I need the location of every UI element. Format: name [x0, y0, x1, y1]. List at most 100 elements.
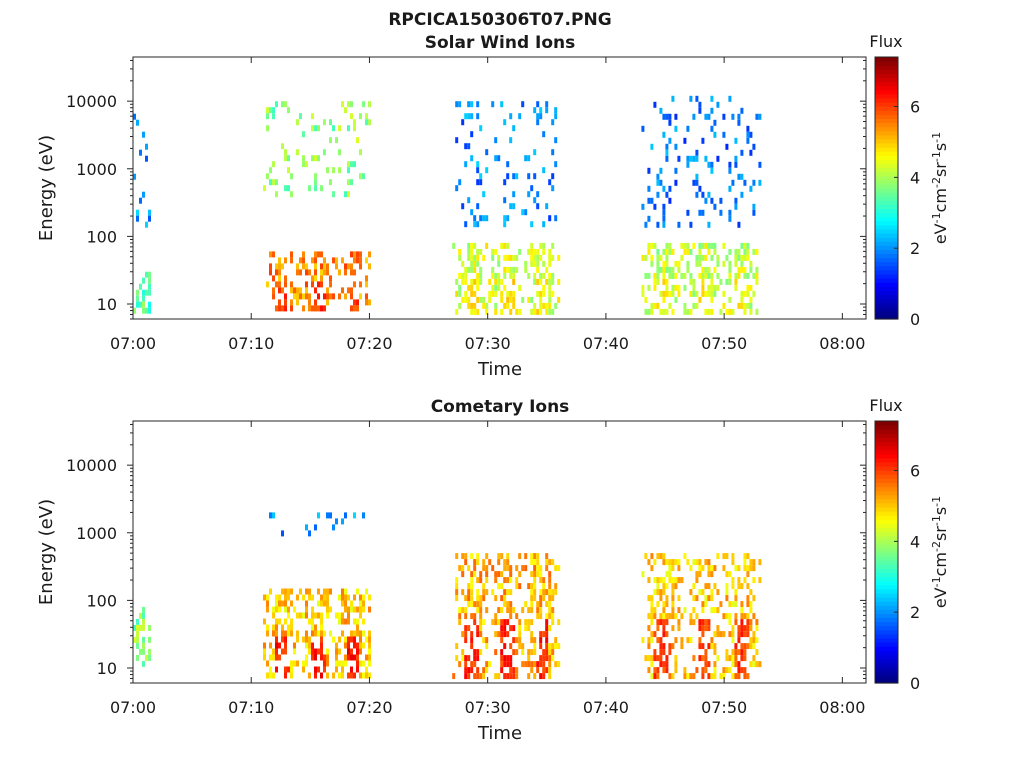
heatmap-cell — [473, 571, 477, 578]
cometary-title: Cometary Ions — [431, 397, 570, 417]
heatmap-cell — [479, 571, 483, 578]
heatmap-cell — [326, 287, 329, 294]
heatmap-cell — [485, 571, 489, 578]
heatmap-cell — [269, 666, 272, 673]
heatmap-cell — [272, 654, 275, 661]
heatmap-cell — [647, 595, 651, 602]
heatmap-cell — [653, 101, 657, 108]
colorbar-swatch — [875, 470, 898, 475]
heatmap-cell — [650, 601, 654, 608]
heatmap-cell — [470, 643, 474, 650]
heatmap-cell — [524, 565, 528, 572]
heatmap-cell — [344, 636, 347, 643]
heatmap-cell — [686, 248, 690, 255]
heatmap-cell — [368, 654, 371, 661]
heatmap-cell — [542, 248, 546, 255]
heatmap-cell — [464, 559, 468, 566]
heatmap-cell — [497, 272, 501, 279]
heatmap-cell — [704, 242, 708, 249]
heatmap-cell — [656, 302, 660, 309]
heatmap-cell — [536, 266, 540, 273]
heatmap-cell — [668, 242, 672, 249]
heatmap-cell — [272, 512, 275, 519]
heatmap-cell — [314, 630, 317, 637]
heatmap-cell — [290, 299, 293, 306]
heatmap-cell — [494, 613, 498, 620]
heatmap-cell — [314, 251, 317, 258]
heatmap-cell — [458, 565, 462, 572]
heatmap-cell — [662, 613, 666, 620]
colorbar-swatch — [875, 61, 898, 66]
heatmap-cell — [506, 661, 510, 668]
heatmap-cell — [148, 271, 151, 278]
heatmap-cell — [142, 624, 145, 631]
heatmap-cell — [698, 619, 702, 626]
heatmap-cell — [494, 631, 498, 638]
heatmap-cell — [743, 565, 747, 572]
heatmap-cell — [722, 553, 726, 560]
heatmap-cell — [707, 643, 711, 650]
colorbar-swatch — [875, 57, 898, 62]
heatmap-cell — [545, 619, 549, 626]
colorbar-swatch — [875, 613, 898, 619]
heatmap-cell — [503, 254, 507, 261]
heatmap-cell — [296, 612, 299, 619]
heatmap-cell — [665, 290, 669, 297]
heatmap-cell — [530, 221, 534, 228]
heatmap-cell — [527, 625, 531, 632]
heatmap-cell — [142, 289, 145, 296]
heatmap-cell — [326, 606, 329, 613]
heatmap-cell — [644, 308, 648, 315]
heatmap-cell — [509, 661, 513, 668]
heatmap-cell — [707, 290, 711, 297]
heatmap-cell — [347, 612, 350, 619]
heatmap-cell — [740, 254, 744, 261]
heatmap-cell — [461, 571, 465, 578]
heatmap-cell — [521, 101, 525, 108]
heatmap-cell — [479, 296, 483, 303]
heatmap-cell — [479, 619, 483, 626]
colorbar-swatch — [875, 110, 898, 115]
heatmap-cell — [509, 254, 513, 261]
colorbar-swatch — [875, 568, 898, 574]
heatmap-cell — [671, 95, 675, 102]
heatmap-cell — [293, 606, 296, 613]
heatmap-cell — [659, 107, 663, 114]
heatmap-cell — [350, 606, 353, 613]
heatmap-cell — [701, 284, 705, 291]
cometary-plot-frame — [132, 420, 867, 684]
heatmap-cell — [467, 583, 471, 590]
heatmap-cell — [647, 667, 651, 674]
heatmap-cell — [473, 215, 477, 222]
heatmap-cell — [296, 269, 299, 276]
heatmap-cell — [509, 625, 513, 632]
heatmap-cell — [503, 221, 507, 228]
heatmap-cell — [527, 661, 531, 668]
heatmap-cell — [686, 161, 690, 168]
heatmap-cell — [728, 272, 732, 279]
heatmap-cell — [317, 281, 320, 288]
heatmap-cell — [281, 588, 284, 595]
heatmap-cell — [329, 588, 332, 595]
heatmap-cell — [752, 272, 756, 279]
heatmap-cell — [347, 191, 350, 198]
heatmap-cell — [653, 284, 657, 291]
heatmap-cell — [734, 649, 738, 656]
heatmap-cell — [752, 577, 756, 584]
heatmap-cell — [710, 278, 714, 285]
heatmap-cell — [512, 302, 516, 309]
heatmap-cell — [485, 167, 489, 174]
heatmap-cell — [518, 113, 522, 120]
heatmap-cell — [551, 119, 555, 126]
heatmap-cell — [656, 266, 660, 273]
heatmap-cell — [734, 673, 738, 680]
heatmap-cell — [290, 630, 293, 637]
heatmap-cell — [668, 571, 672, 578]
heatmap-cell — [710, 125, 714, 132]
heatmap-cell — [368, 251, 371, 258]
heatmap-cell — [266, 113, 269, 120]
heatmap-cell — [323, 654, 326, 661]
colorbar-swatch — [875, 314, 898, 320]
heatmap-cell — [536, 191, 540, 198]
